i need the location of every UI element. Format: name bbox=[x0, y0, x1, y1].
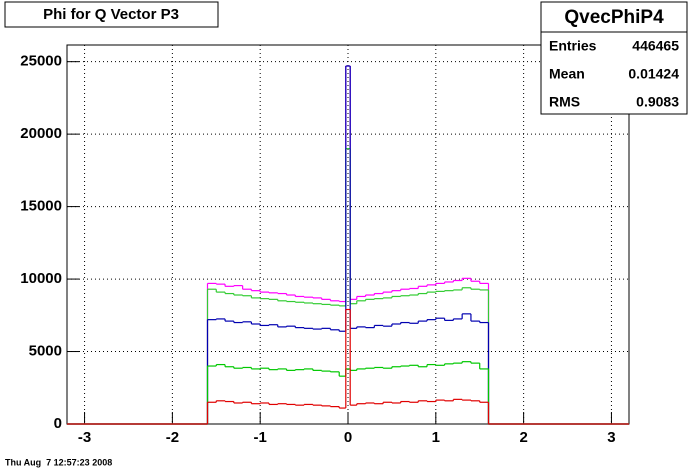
stats-value: 0.9083 bbox=[636, 94, 679, 110]
title-box bbox=[4, 1, 219, 28]
stats-label: Entries bbox=[549, 38, 597, 54]
x-tick-label: 1 bbox=[432, 429, 440, 446]
y-tick-label: 5000 bbox=[29, 343, 62, 360]
stats-title: QvecPhiP4 bbox=[564, 7, 664, 28]
step-riser bbox=[206, 148, 490, 424]
y-tick-label: 10000 bbox=[20, 270, 62, 287]
x-tick-label: 0 bbox=[344, 429, 352, 446]
step-riser bbox=[206, 361, 490, 424]
stats-box bbox=[540, 1, 688, 115]
stats-label: Mean bbox=[549, 66, 585, 82]
x-tick-label: -3 bbox=[78, 429, 91, 446]
footer: Thu Aug 7 12:57:23 2008 bbox=[5, 457, 112, 467]
y-tick-label: 0 bbox=[54, 415, 62, 432]
y-tick-label: 25000 bbox=[20, 53, 62, 70]
y-tick-label: 15000 bbox=[20, 198, 62, 215]
x-tick-label: 2 bbox=[519, 429, 527, 446]
chart-title: Phi for Q Vector P3 bbox=[43, 6, 179, 23]
step-riser bbox=[206, 66, 490, 424]
stats-value: 0.01424 bbox=[628, 66, 679, 82]
step-riser bbox=[206, 66, 490, 424]
stats-label: RMS bbox=[549, 94, 580, 110]
step-riser bbox=[206, 309, 490, 424]
x-tick-label: -2 bbox=[166, 429, 179, 446]
y-tick-label: 20000 bbox=[20, 125, 62, 142]
x-tick-label: -1 bbox=[254, 429, 267, 446]
stats-value: 446465 bbox=[632, 38, 679, 54]
x-tick-label: 3 bbox=[607, 429, 615, 446]
